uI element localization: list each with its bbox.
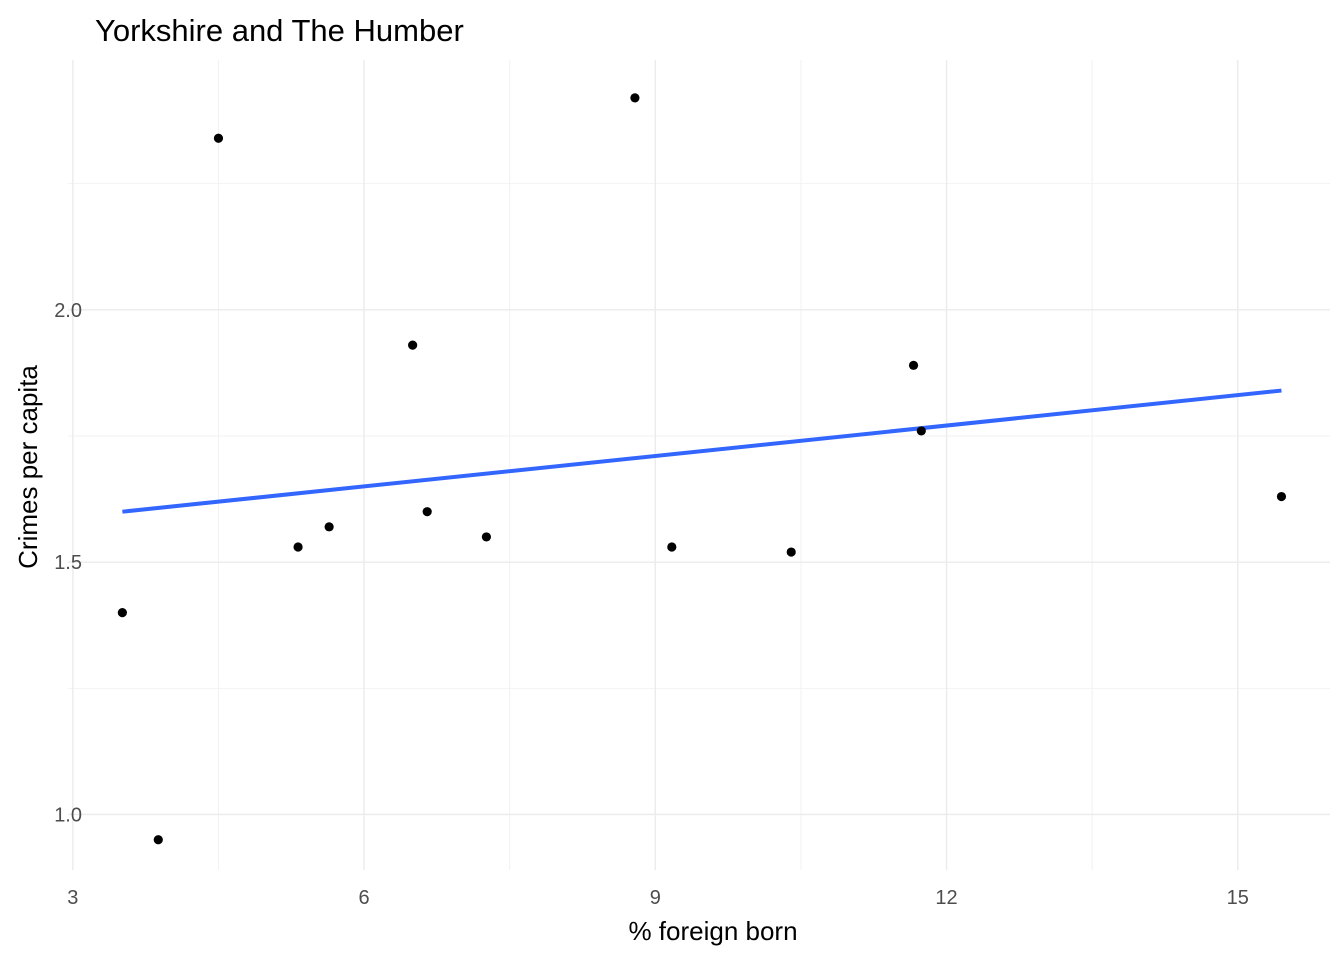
chart-title: Yorkshire and The Humber (95, 13, 464, 48)
data-point (213, 133, 224, 143)
data-point (667, 542, 677, 552)
y-tick-label: 1.5 (54, 552, 82, 574)
data-points (117, 93, 1287, 845)
x-tick-labels: 3 6 9 12 15 (67, 887, 1249, 909)
data-point (630, 93, 640, 103)
data-point (916, 426, 926, 436)
grid-lines (68, 60, 1330, 870)
data-point (153, 835, 163, 845)
data-point (117, 608, 127, 618)
x-axis-title: % foreign born (628, 916, 797, 946)
data-point (408, 340, 418, 350)
data-point (324, 522, 334, 532)
x-tick-label: 6 (359, 887, 370, 909)
data-point (481, 532, 492, 542)
y-tick-label: 2.0 (54, 300, 82, 322)
y-axis-title: Crimes per capita (13, 365, 43, 569)
x-tick-label: 12 (935, 887, 957, 909)
data-point (1276, 491, 1287, 502)
x-tick-label: 15 (1227, 887, 1249, 909)
data-point (908, 360, 919, 370)
trend-line (122, 388, 1282, 514)
x-tick-label: 9 (650, 887, 661, 909)
data-point (293, 542, 303, 552)
x-tick-label: 3 (67, 887, 78, 909)
data-point (786, 547, 796, 557)
trend-line-group (122, 388, 1282, 514)
y-tick-label: 1.0 (54, 804, 82, 826)
y-tick-labels: 1.0 1.5 2.0 (54, 300, 82, 827)
data-point (422, 507, 432, 517)
